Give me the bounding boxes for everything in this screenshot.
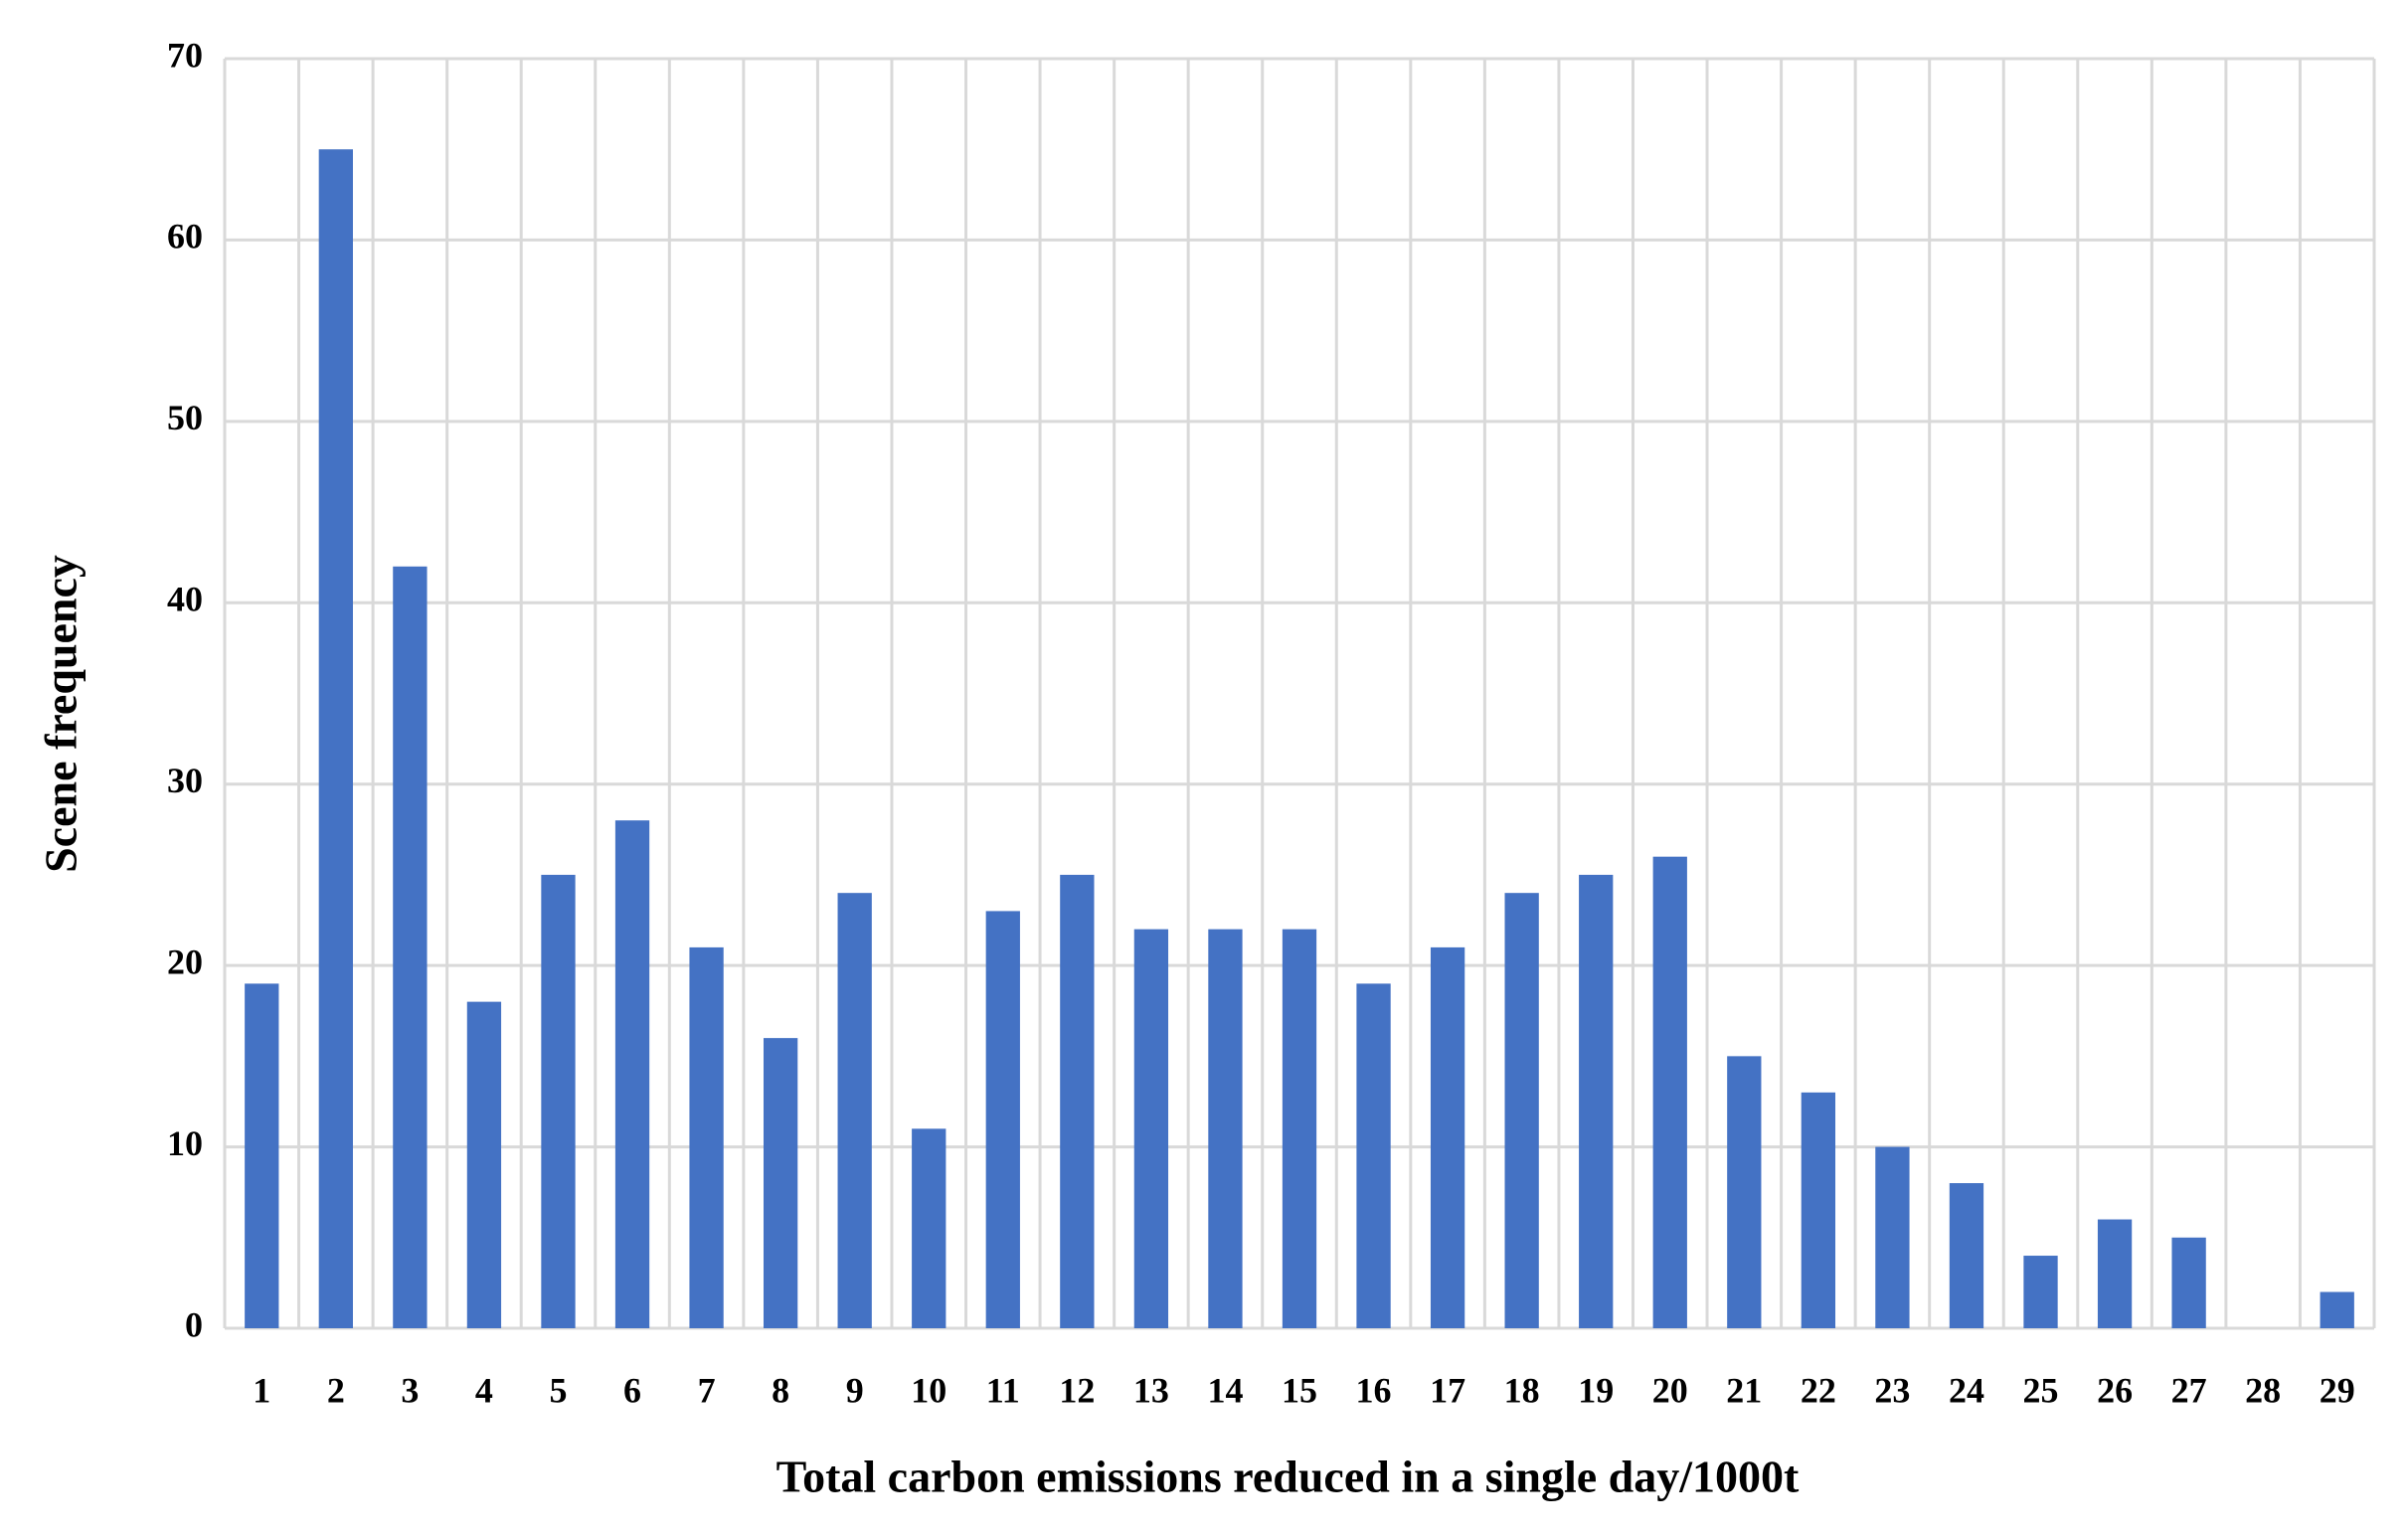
x-tick-label: 6 bbox=[623, 1370, 641, 1410]
x-tick-label: 1 bbox=[253, 1370, 270, 1410]
y-tick-label: 0 bbox=[185, 1304, 203, 1344]
x-tick-label: 19 bbox=[1578, 1370, 1614, 1410]
y-tick-label: 50 bbox=[167, 398, 203, 437]
bar bbox=[1504, 893, 1539, 1328]
x-tick-label: 8 bbox=[772, 1370, 789, 1410]
x-tick-label: 4 bbox=[475, 1370, 493, 1410]
x-tick-label: 27 bbox=[2171, 1370, 2207, 1410]
x-tick-label: 14 bbox=[1207, 1370, 1243, 1410]
bar bbox=[614, 820, 650, 1328]
x-tick-label: 18 bbox=[1504, 1370, 1540, 1410]
bar bbox=[466, 1001, 502, 1328]
y-tick-label: 30 bbox=[167, 761, 203, 800]
bar bbox=[318, 149, 353, 1329]
x-tick-label: 17 bbox=[1430, 1370, 1465, 1410]
x-tick-label: 13 bbox=[1133, 1370, 1169, 1410]
x-tick-label: 15 bbox=[1282, 1370, 1317, 1410]
x-tick-label: 11 bbox=[986, 1370, 1020, 1410]
y-tick-label: 60 bbox=[167, 217, 203, 257]
bar bbox=[912, 1128, 946, 1328]
bar bbox=[1060, 874, 1095, 1328]
x-tick-label: 9 bbox=[846, 1370, 864, 1410]
x-tick-label: 12 bbox=[1059, 1370, 1095, 1410]
bar bbox=[1727, 1056, 1762, 1328]
bar bbox=[1875, 1146, 1910, 1328]
x-tick-label: 23 bbox=[1874, 1370, 1910, 1410]
x-tick-label: 24 bbox=[1949, 1370, 1984, 1410]
x-tick-label: 20 bbox=[1652, 1370, 1688, 1410]
y-tick-label: 70 bbox=[167, 35, 203, 75]
x-axis-title: Total carbon emissions reduced in a sing… bbox=[776, 1452, 1800, 1502]
bar bbox=[1949, 1183, 1984, 1328]
bar bbox=[541, 874, 576, 1328]
bar bbox=[763, 1038, 798, 1328]
bar bbox=[1208, 929, 1243, 1328]
bar bbox=[1133, 929, 1169, 1328]
bar bbox=[2097, 1219, 2133, 1328]
y-tick-label: 10 bbox=[167, 1123, 203, 1163]
y-tick-label: 20 bbox=[167, 941, 203, 981]
bar bbox=[1652, 856, 1687, 1328]
x-tick-label: 5 bbox=[549, 1370, 567, 1410]
bar bbox=[837, 893, 872, 1328]
bar bbox=[1282, 929, 1317, 1328]
bar bbox=[1356, 983, 1391, 1328]
x-tick-label: 25 bbox=[2023, 1370, 2059, 1410]
x-tick-label: 2 bbox=[327, 1370, 345, 1410]
x-tick-label: 29 bbox=[2320, 1370, 2355, 1410]
x-tick-label: 16 bbox=[1356, 1370, 1392, 1410]
x-tick-label: 26 bbox=[2097, 1370, 2133, 1410]
bar bbox=[2171, 1237, 2206, 1328]
bar bbox=[1801, 1092, 1836, 1328]
bar bbox=[1579, 874, 1614, 1328]
x-tick-label: 7 bbox=[698, 1370, 716, 1410]
bar bbox=[2023, 1256, 2058, 1328]
bar bbox=[2320, 1291, 2354, 1328]
y-axis-title: Scene frequency bbox=[36, 555, 86, 873]
x-tick-label: 21 bbox=[1726, 1370, 1762, 1410]
x-tick-label: 3 bbox=[401, 1370, 419, 1410]
x-tick-label: 22 bbox=[1801, 1370, 1836, 1410]
bar bbox=[393, 566, 428, 1328]
bar bbox=[985, 911, 1020, 1328]
y-tick-label: 40 bbox=[167, 580, 203, 619]
bar bbox=[245, 983, 279, 1328]
bar bbox=[1430, 946, 1465, 1328]
x-tick-label: 28 bbox=[2245, 1370, 2281, 1410]
bar bbox=[689, 946, 724, 1328]
x-tick-label: 10 bbox=[911, 1370, 946, 1410]
